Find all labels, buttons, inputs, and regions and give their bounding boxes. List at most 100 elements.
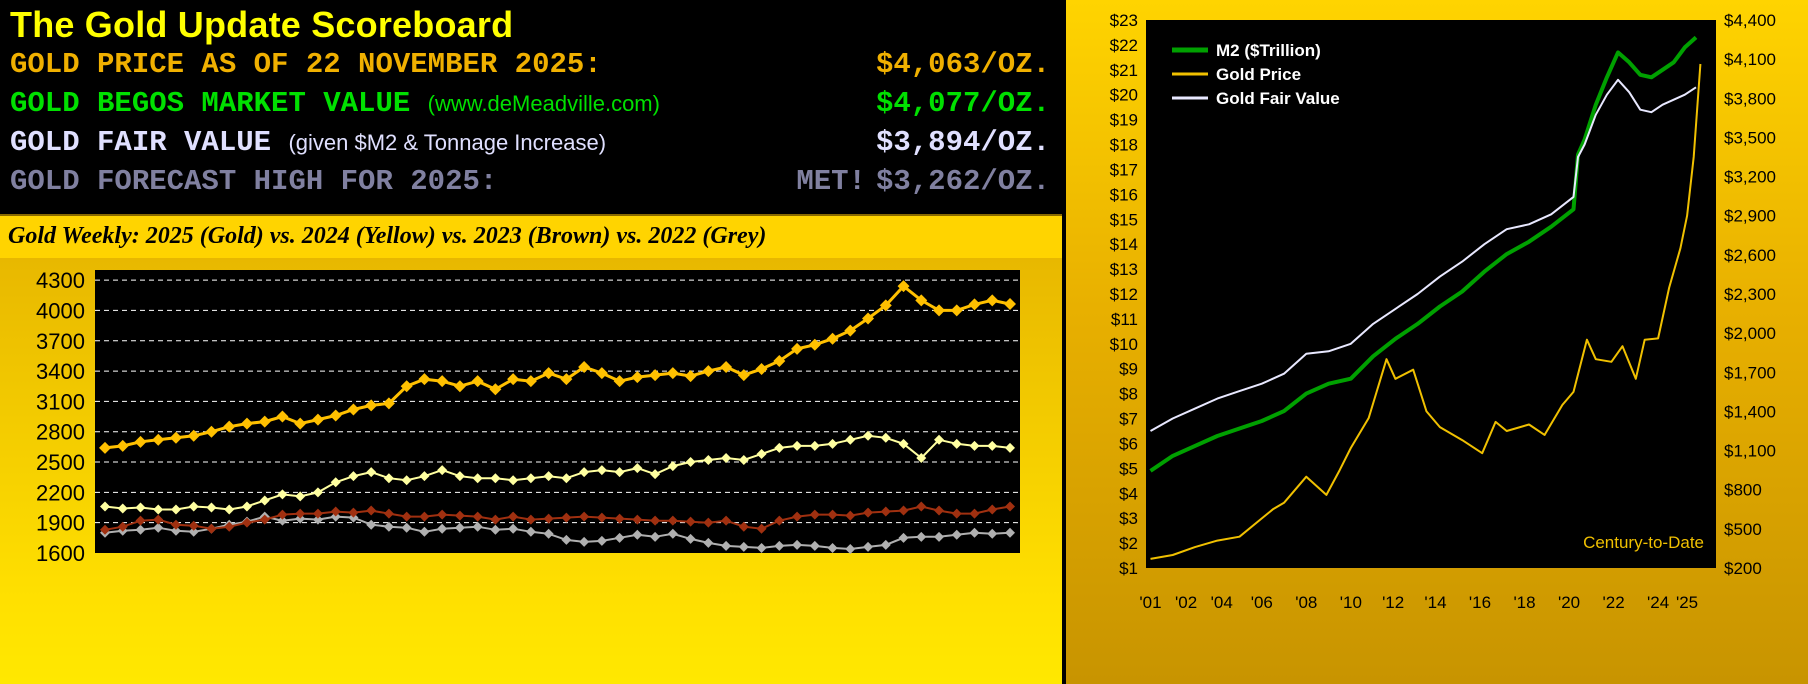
century-left-tick-label: $8 (1119, 385, 1138, 404)
century-x-tick-label: '08 (1295, 593, 1317, 612)
weekly-point-g2025 (99, 441, 111, 454)
weekly-point-g2023 (774, 515, 785, 526)
weekly-point-g2023 (383, 508, 394, 519)
weekly-point-g2025 (418, 373, 431, 386)
weekly-point-g2025 (613, 375, 626, 388)
weekly-point-g2023 (756, 523, 767, 534)
century-chart: $1 $2 $3 $4 $5 $6 $7 $8 $9 $10 $11 $12 $13 $14 $15 $16 $… (1110, 11, 1776, 612)
weekly-point-g2025 (968, 298, 981, 311)
weekly-point-g2022 (721, 540, 732, 551)
weekly-point-g2024 (419, 471, 430, 482)
weekly-point-g2022 (135, 524, 146, 535)
century-right-tick-label: $4,100 (1724, 50, 1776, 69)
century-right-tick-label: $1,100 (1724, 442, 1776, 461)
weekly-point-g2022 (383, 521, 394, 532)
weekly-point-g2022 (295, 513, 306, 524)
century-x-tick-label: '24 (1647, 593, 1669, 612)
weekly-point-g2024 (312, 487, 323, 498)
century-right-tick-label: $3,500 (1724, 128, 1776, 147)
weekly-point-g2025 (578, 361, 591, 374)
century-right-tick-label: $1,700 (1724, 363, 1776, 382)
weekly-y-tick-label: 3700 (36, 329, 85, 354)
weekly-point-g2025 (489, 383, 502, 396)
century-x-tick-label: '16 (1469, 593, 1491, 612)
weekly-y-tick-label: 4300 (36, 268, 85, 293)
weekly-point-g2025 (1004, 298, 1016, 311)
weekly-point-g2025 (542, 367, 555, 380)
weekly-y-tick-label: 2200 (36, 480, 85, 505)
weekly-point-g2024 (241, 501, 252, 512)
weekly-point-g2024 (472, 473, 483, 484)
century-right-tick-label: $4,400 (1724, 11, 1776, 30)
weekly-series-g2024 (104, 434, 1011, 511)
century-left-tick-label: $1 (1119, 559, 1138, 578)
weekly-point-g2022 (987, 528, 998, 539)
weekly-point-g2024 (934, 434, 945, 445)
century-left-tick-label: $3 (1119, 509, 1138, 528)
weekly-point-g2022 (348, 512, 359, 523)
weekly-point-g2025 (773, 354, 786, 367)
weekly-point-g2022 (277, 515, 288, 526)
weekly-point-g2022 (1005, 527, 1015, 538)
weekly-point-g2024 (951, 438, 962, 449)
weekly-point-g2022 (951, 529, 962, 540)
weekly-point-g2025 (311, 413, 324, 426)
weekly-point-g2022 (916, 531, 927, 542)
weekly-point-g2022 (774, 540, 785, 551)
weekly-point-g2024 (614, 467, 625, 478)
weekly-point-g2023 (241, 517, 252, 528)
weekly-y-tick-label: 2500 (36, 450, 85, 475)
weekly-title: Gold Weekly: 2025 (Gold) vs. 2024 (Yello… (8, 223, 767, 249)
weekly-point-g2022 (170, 525, 181, 536)
century-annotation: Century-to-Date (1583, 533, 1704, 552)
weekly-point-g2024 (898, 438, 909, 449)
weekly-point-g2022 (437, 523, 448, 534)
begos-market-value: $4,077/OZ. (875, 87, 1050, 120)
century-left-tick-label: $13 (1110, 260, 1138, 279)
weekly-point-g2022 (756, 542, 767, 553)
weekly-point-g2022 (508, 523, 519, 534)
gold-fair-value: $3,894/OZ. (875, 126, 1050, 159)
weekly-point-g2022 (525, 526, 536, 537)
century-right-tick-label: $2,900 (1724, 207, 1776, 226)
weekly-point-g2024 (100, 501, 110, 512)
weekly-point-g2025 (134, 435, 147, 448)
century-x-tick-label: '04 (1211, 593, 1233, 612)
weekly-point-g2024 (295, 491, 306, 502)
weekly-point-g2022 (614, 532, 625, 543)
weekly-point-g2023 (295, 508, 306, 519)
weekly-series-g2025 (104, 284, 1011, 450)
begos-market-value-sublabel: (www.deMeadville.com) (427, 91, 660, 116)
century-left-tick-label: $20 (1110, 86, 1138, 105)
begos-market-value-label: GOLD BEGOS MARKET VALUE (10, 87, 411, 120)
weekly-point-g2025 (152, 433, 165, 446)
weekly-point-g2025 (702, 365, 715, 378)
century-left-tick-label: $19 (1110, 111, 1138, 130)
century-left-tick-label: $16 (1110, 185, 1138, 204)
weekly-point-g2022 (472, 521, 483, 532)
century-left-tick-label: $18 (1110, 136, 1138, 155)
weekly-y-tick-label: 1600 (36, 541, 85, 566)
weekly-point-g2024 (667, 461, 678, 472)
weekly-point-g2025 (933, 304, 946, 317)
weekly-point-g2023 (277, 509, 288, 520)
weekly-point-g2025 (187, 429, 200, 442)
weekly-point-g2023 (632, 514, 643, 525)
weekly-point-g2022 (667, 528, 678, 539)
weekly-point-g2024 (170, 504, 181, 515)
panel-divider (1062, 0, 1066, 684)
weekly-point-g2024 (525, 473, 536, 484)
weekly-point-g2022 (561, 534, 572, 545)
century-x-tick-label: '01 (1139, 593, 1161, 612)
weekly-point-g2025 (631, 371, 644, 384)
weekly-point-g2025 (791, 342, 804, 355)
weekly-point-g2022 (153, 522, 164, 533)
century-x-tick-label: '22 (1603, 593, 1625, 612)
weekly-point-g2024 (774, 442, 785, 453)
weekly-point-g2024 (135, 502, 146, 513)
weekly-point-g2024 (579, 467, 590, 478)
century-x-tick-label: '06 (1251, 593, 1273, 612)
weekly-point-g2023 (880, 506, 891, 517)
weekly-y-tick-label: 4000 (36, 298, 85, 323)
weekly-point-g2023 (259, 514, 270, 525)
